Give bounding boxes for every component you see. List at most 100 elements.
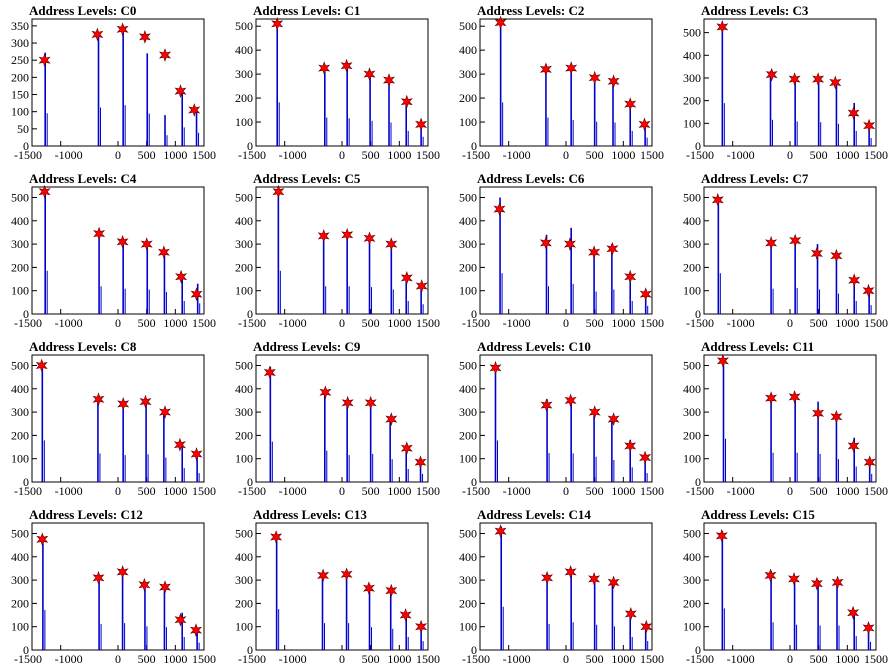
y-tick-label: 100 — [459, 452, 477, 466]
y-tick-label: 500 — [235, 19, 253, 33]
y-tick-label: 100 — [459, 115, 477, 129]
y-tick-label: 300 — [235, 67, 253, 81]
x-tick-label: -1500 — [14, 148, 42, 162]
x-tick-label: -1000 — [503, 484, 531, 498]
plot-frame — [479, 186, 653, 315]
y-tick-label: 100 — [11, 452, 29, 466]
y-tick-label: 100 — [459, 284, 477, 298]
chart-panel-1: Address Levels: C1 0 100 200 300 400 500 -1500-… — [235, 3, 440, 162]
x-tick-label: 1000 — [163, 484, 187, 498]
peak-marker — [639, 287, 652, 302]
x-tick-label: 1000 — [163, 652, 187, 666]
y-tick-label: 500 — [683, 190, 701, 204]
peak-marker — [93, 226, 106, 241]
y-tick-label: 200 — [235, 428, 253, 442]
x-tick-label: 500 — [138, 652, 156, 666]
chart-title: Address Levels: C10 — [477, 339, 591, 354]
x-tick-label: -1500 — [14, 652, 42, 666]
y-tick-label: 300 — [683, 71, 701, 85]
x-tick-label: 500 — [586, 316, 604, 330]
x-tick-label: -1000 — [727, 484, 755, 498]
y-tick-label: 400 — [683, 382, 701, 396]
chart-title: Address Levels: C12 — [29, 507, 143, 522]
y-tick-label: 100 — [235, 284, 253, 298]
peak-marker — [341, 395, 354, 410]
y-tick-label: 100 — [683, 116, 701, 130]
x-tick-label: -1500 — [238, 316, 266, 330]
peak-marker — [340, 567, 353, 582]
x-tick-label: 0 — [339, 316, 345, 330]
peak-marker — [319, 385, 332, 400]
y-tick-label: 500 — [235, 526, 253, 540]
peak-marker — [788, 72, 801, 87]
peak-marker — [862, 620, 875, 635]
plot-frame — [31, 354, 205, 483]
peak-marker — [789, 233, 802, 248]
x-tick-label: 1500 — [640, 652, 664, 666]
peak-marker — [318, 61, 331, 76]
y-tick-label: 200 — [235, 596, 253, 610]
y-tick-label: 500 — [235, 190, 253, 204]
y-tick-label: 200 — [459, 260, 477, 274]
peak-marker — [174, 612, 187, 627]
y-tick-label: 300 — [459, 405, 477, 419]
y-tick-label: 500 — [683, 26, 701, 40]
y-tick-label: 200 — [11, 70, 29, 84]
peak-marker — [92, 570, 105, 585]
chart-title: Address Levels: C3 — [701, 3, 809, 18]
y-tick-label: 200 — [459, 91, 477, 105]
x-tick-label: 1000 — [163, 316, 187, 330]
y-tick-label: 300 — [683, 573, 701, 587]
x-tick-label: 1500 — [416, 148, 440, 162]
chart-title: Address Levels: C9 — [253, 339, 361, 354]
y-tick-label: 0 — [471, 307, 477, 321]
y-tick-label: 0 — [23, 475, 29, 489]
peak-marker — [564, 564, 577, 579]
y-tick-label: 0 — [695, 475, 701, 489]
x-tick-label: -1500 — [462, 316, 490, 330]
y-tick-label: 250 — [11, 53, 29, 67]
y-tick-label: 400 — [459, 43, 477, 57]
peak-marker — [189, 623, 203, 638]
x-tick-label: 500 — [810, 652, 828, 666]
chart-panel-7: Address Levels: C7 0 100 200 300 400 500 -1500-… — [683, 171, 888, 330]
chart-panel-8: Address Levels: C8 0 100 200 300 400 500 -1500-… — [11, 339, 216, 498]
peak-marker — [117, 396, 130, 411]
peak-marker — [765, 235, 778, 250]
x-tick-label: 1500 — [640, 316, 664, 330]
chart-panel-14: Address Levels: C14 0 100 200 300 400 500 -1500… — [459, 507, 664, 666]
y-tick-label: 50 — [17, 122, 29, 136]
peak-marker — [847, 106, 860, 121]
x-tick-label: -1500 — [686, 484, 714, 498]
peak-marker — [640, 619, 653, 634]
y-tick-label: 100 — [235, 620, 253, 634]
plot-frame — [479, 522, 653, 651]
y-tick-label: 300 — [11, 237, 29, 251]
y-tick-label: 0 — [695, 307, 701, 321]
peak-marker — [263, 365, 276, 380]
peak-marker — [36, 532, 49, 547]
peak-marker — [91, 27, 104, 42]
y-tick-label: 100 — [683, 452, 701, 466]
peak-marker — [639, 450, 652, 465]
peak-marker — [175, 269, 188, 284]
y-tick-label: 500 — [459, 358, 477, 372]
x-tick-label: 1000 — [387, 652, 411, 666]
peak-marker — [863, 118, 876, 133]
peak-marker — [138, 577, 151, 592]
y-tick-label: 0 — [23, 139, 29, 153]
x-tick-label: 500 — [362, 148, 380, 162]
x-tick-label: 500 — [138, 484, 156, 498]
x-tick-label: -1000 — [503, 148, 531, 162]
y-tick-label: 200 — [11, 428, 29, 442]
peak-marker — [607, 74, 620, 89]
x-tick-label: -1500 — [686, 148, 714, 162]
y-tick-label: 200 — [11, 260, 29, 274]
peak-marker — [539, 62, 552, 77]
x-tick-label: 0 — [115, 148, 121, 162]
peak-marker — [716, 353, 729, 368]
x-tick-label: 0 — [563, 148, 569, 162]
peak-marker — [788, 389, 801, 404]
x-tick-label: 500 — [810, 316, 828, 330]
peak-marker — [624, 97, 637, 112]
